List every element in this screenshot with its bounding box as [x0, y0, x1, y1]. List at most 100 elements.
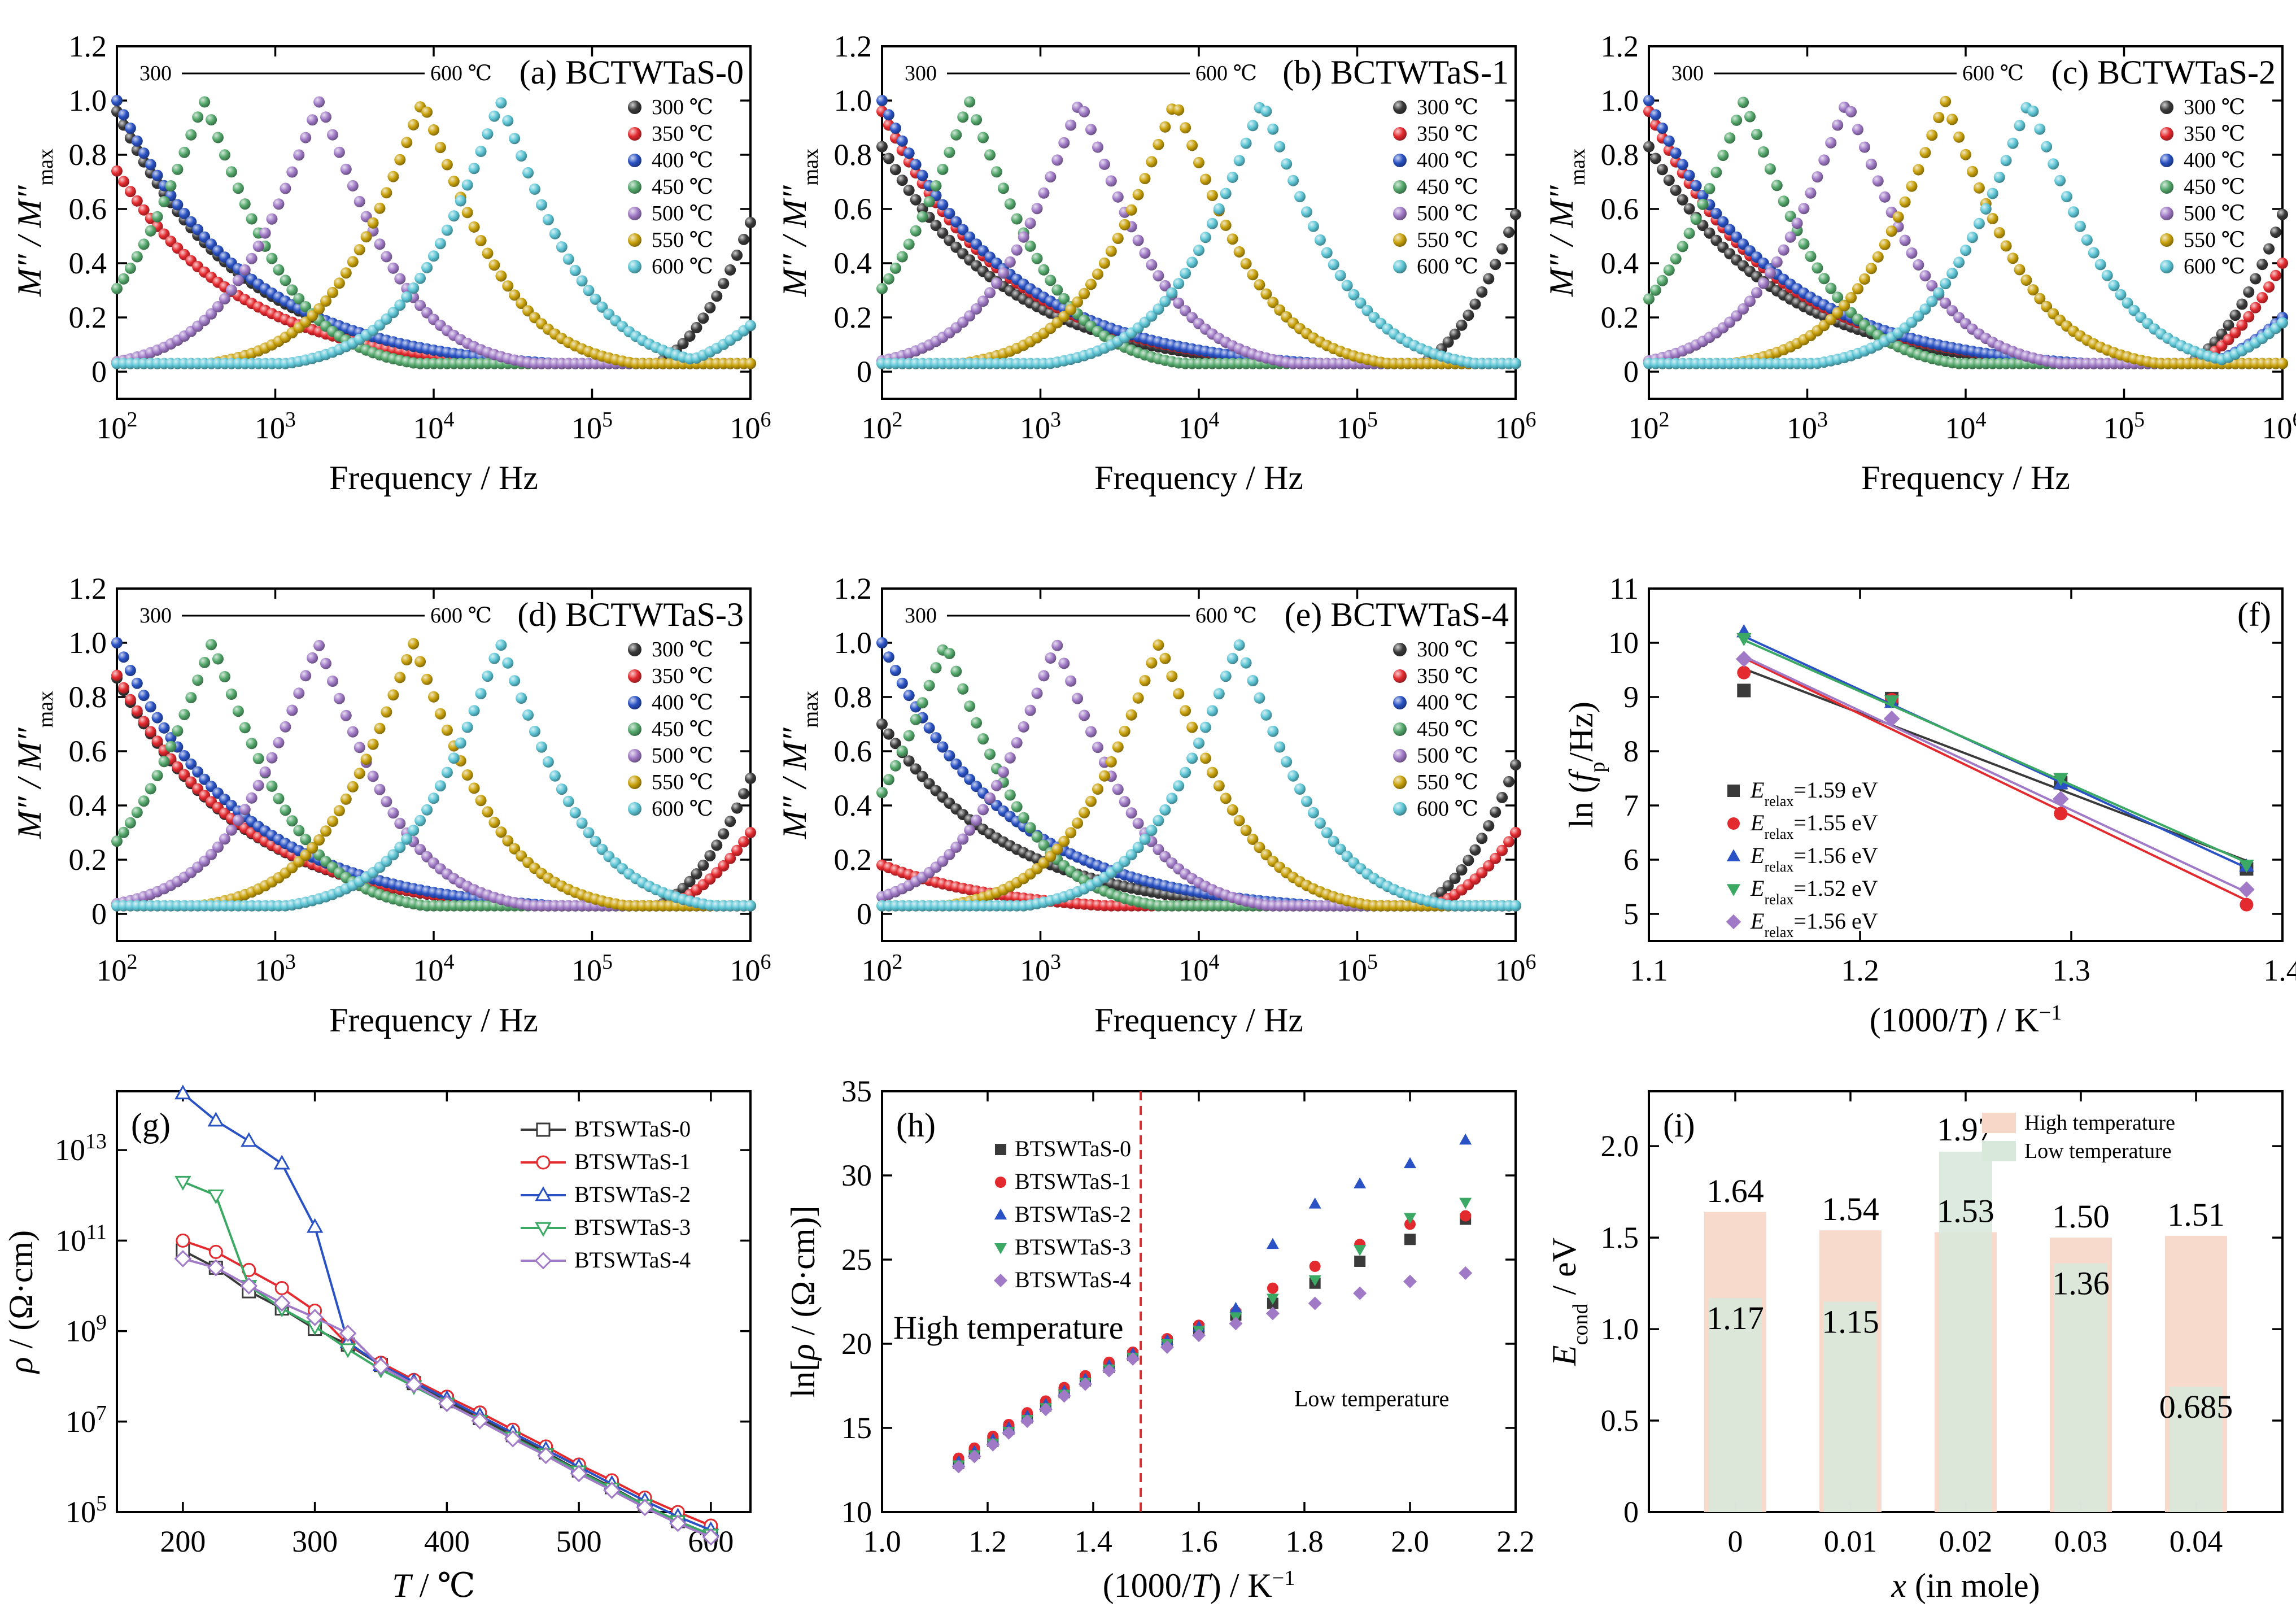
data-point	[1879, 238, 1891, 250]
data-point	[1105, 175, 1117, 187]
data-point	[2108, 280, 2120, 291]
y-axis-label-sub: cond	[1569, 1304, 1592, 1345]
data-point	[1159, 121, 1171, 133]
data-point	[1102, 1364, 1116, 1378]
data-point	[145, 701, 156, 713]
data-point	[387, 171, 399, 182]
data-point	[1946, 114, 1958, 125]
data-point	[414, 656, 426, 668]
legend-marker	[1393, 180, 1407, 194]
data-point	[1663, 135, 1675, 147]
data-point	[1341, 280, 1353, 291]
x-tick-label: 300	[292, 1524, 338, 1558]
data-point	[1697, 198, 1709, 210]
data-point	[883, 651, 894, 663]
legend-label: BTSWTaS-2	[1015, 1201, 1131, 1227]
y-tick-label: 0.8	[1601, 138, 1639, 172]
data-point	[246, 738, 257, 750]
legend-label: BTSWTaS-0	[1015, 1136, 1131, 1161]
data-point	[977, 132, 989, 143]
data-point	[340, 709, 352, 721]
data-point	[266, 780, 278, 792]
legend-label: BTSWTaS-0	[574, 1116, 691, 1142]
data-point	[207, 1189, 224, 1204]
legend-marker	[628, 643, 641, 656]
data-point	[504, 1430, 522, 1448]
data-point	[1146, 156, 1158, 168]
bar-label-low: 1.15	[1822, 1304, 1879, 1340]
data-point	[1045, 171, 1057, 183]
y-tick-label: 1.2	[69, 572, 107, 606]
data-point	[252, 753, 264, 764]
data-point	[394, 154, 406, 165]
data-point	[964, 773, 976, 785]
data-point	[745, 320, 756, 332]
data-point	[232, 705, 244, 717]
data-point	[1092, 141, 1103, 153]
data-point	[1233, 246, 1245, 258]
data-point	[131, 677, 143, 689]
x-tick-exponent: 4	[1209, 408, 1220, 432]
data-point	[930, 732, 942, 744]
data-point	[1119, 796, 1130, 808]
data-point	[212, 841, 224, 853]
x-axis-label: Frequency / Hz	[1094, 1001, 1303, 1039]
data-point	[1267, 123, 1279, 135]
data-point	[286, 704, 298, 716]
data-point	[455, 737, 466, 749]
legend-label: 400 ℃	[1417, 149, 1478, 172]
legend-label: 600 ℃	[1417, 255, 1478, 278]
data-point	[1926, 295, 1938, 307]
y-tick-label: 1.2	[69, 29, 107, 63]
data-point	[1266, 1238, 1279, 1249]
data-point	[1987, 188, 1998, 199]
data-point	[320, 295, 331, 307]
data-point	[944, 146, 955, 158]
data-point	[307, 842, 318, 854]
y-tick-label: 0.4	[834, 246, 872, 280]
y-axis-label-E: E	[1546, 1345, 1583, 1366]
data-point	[1940, 95, 1952, 107]
y-axis-label-rho: ρ	[784, 1344, 822, 1361]
data-point	[1020, 1414, 1034, 1428]
data-point	[1192, 1328, 1206, 1343]
data-point	[266, 252, 278, 264]
data-point	[516, 692, 527, 704]
data-point	[542, 214, 554, 225]
data-point	[117, 651, 129, 663]
y-axis-label: M″ / M″max	[11, 149, 58, 297]
data-point	[684, 875, 696, 887]
data-point	[158, 756, 170, 768]
legend-value: =1.56 eV	[1793, 843, 1878, 868]
data-point	[2061, 191, 2072, 203]
data-point	[1051, 843, 1063, 855]
data-point	[1933, 112, 1945, 123]
legend-label: 350 ℃	[652, 122, 713, 146]
data-point	[1314, 817, 1326, 829]
data-point	[495, 639, 507, 651]
legend-marker	[1727, 785, 1740, 797]
data-point	[1355, 297, 1367, 309]
data-point	[1663, 264, 1675, 276]
data-point	[1940, 278, 1952, 290]
x-tick-label: 1.3	[2052, 953, 2090, 987]
y-tick-label: 0.6	[834, 734, 872, 768]
data-point	[1960, 245, 1971, 256]
data-point	[903, 238, 915, 250]
legend-label: 600 ℃	[652, 797, 713, 821]
data-point	[1307, 807, 1319, 818]
data-point	[1126, 1352, 1140, 1366]
data-point	[1301, 206, 1312, 218]
data-point	[455, 195, 466, 207]
y-tick-label: 0.2	[1601, 300, 1639, 334]
data-point	[731, 249, 743, 261]
data-point	[414, 814, 426, 826]
data-point	[1173, 297, 1185, 309]
data-point	[434, 142, 446, 154]
x-tick-label: 1.2	[968, 1524, 1007, 1558]
data-point	[280, 182, 291, 194]
data-point	[1798, 238, 1810, 250]
data-point	[957, 833, 969, 845]
data-point	[172, 199, 184, 211]
data-point	[1038, 187, 1050, 199]
